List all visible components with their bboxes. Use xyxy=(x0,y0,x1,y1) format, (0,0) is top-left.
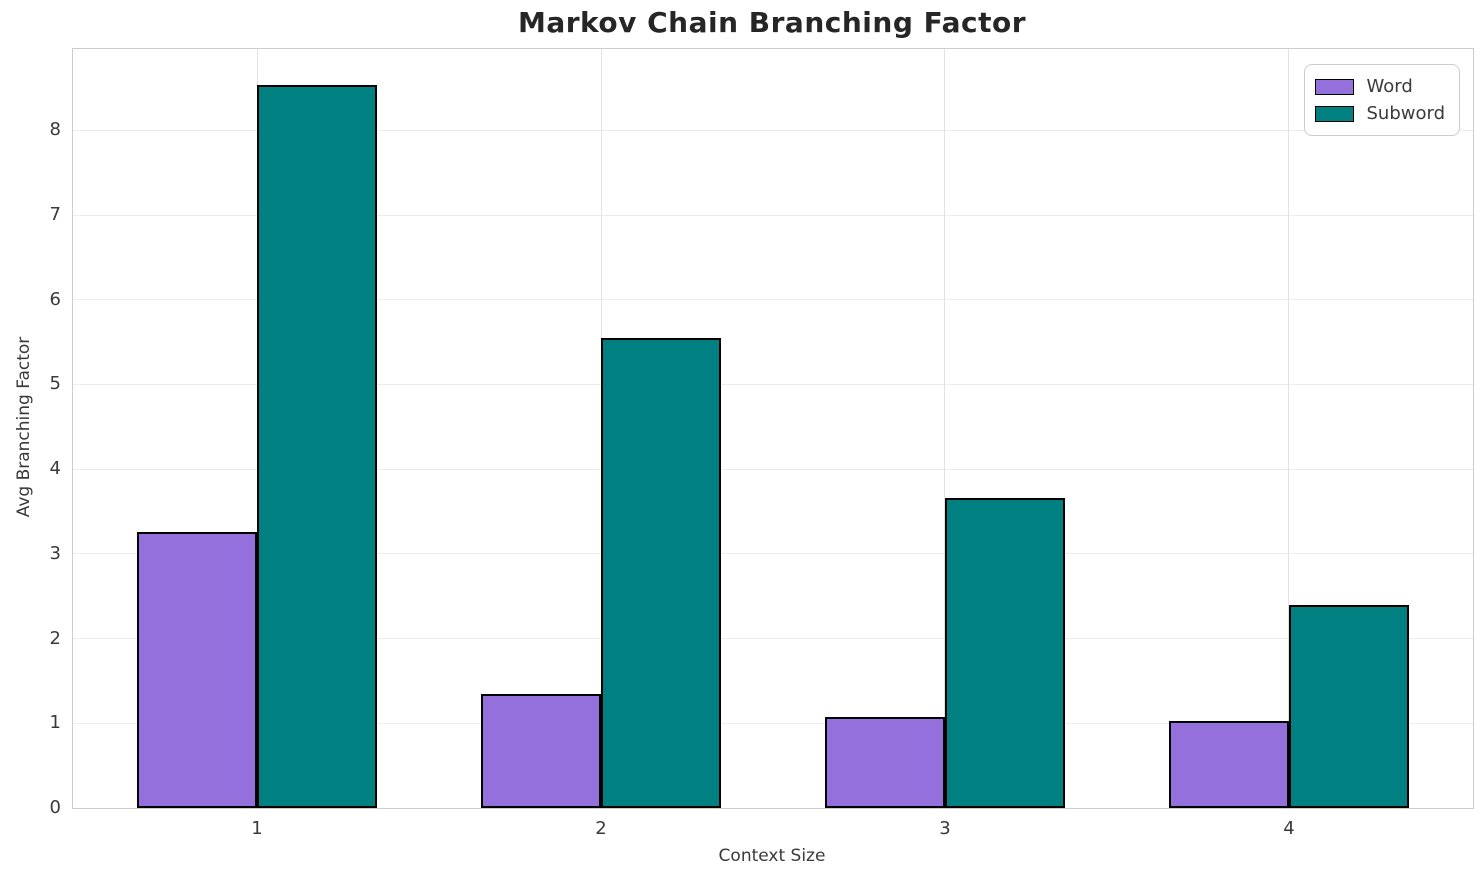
bar-word-4 xyxy=(1168,720,1289,808)
y-tick-label-0: 0 xyxy=(49,797,61,818)
x-axis-label: Context Size xyxy=(718,846,826,866)
y-tick-label-6: 6 xyxy=(49,288,61,310)
y-tick-label-4: 4 xyxy=(49,458,61,480)
legend-item-subword: Subword xyxy=(1315,100,1445,127)
legend-label-subword: Subword xyxy=(1366,103,1445,124)
bar-subword-3 xyxy=(944,497,1066,808)
plot-area: Word Subword 0 1 2 3 4 5 6 7 8 1 2 3 4 xyxy=(50,48,1474,839)
x-tick-label-2: 2 xyxy=(595,818,607,839)
y-axis-label: Avg Branching Factor xyxy=(14,336,34,518)
x-tick-label-3: 3 xyxy=(939,818,951,839)
bar-subword-1 xyxy=(257,85,378,808)
y-tick-label-7: 7 xyxy=(49,204,61,226)
y-tick-label-5: 5 xyxy=(49,373,61,395)
gridline-x-4 xyxy=(1288,49,1290,808)
gridline-y-7 xyxy=(73,214,1473,216)
legend-item-word: Word xyxy=(1315,73,1445,100)
legend-label-word: Word xyxy=(1366,76,1413,97)
bar-word-1 xyxy=(136,531,258,808)
bar-word-3 xyxy=(824,716,945,808)
bar-subword-4 xyxy=(1288,604,1410,808)
bar-word-2 xyxy=(480,693,601,808)
gridline-y-3 xyxy=(73,553,1473,555)
y-tick-label-3: 3 xyxy=(49,542,61,564)
y-tick-label-2: 2 xyxy=(49,627,61,649)
gridline-y-6 xyxy=(73,299,1473,301)
gridline-y-5 xyxy=(73,383,1473,385)
legend: Word Subword xyxy=(1304,64,1460,136)
gridline-y-4 xyxy=(73,468,1473,470)
x-tick-label-1: 1 xyxy=(251,818,263,839)
gridline-y-2 xyxy=(73,638,1473,640)
chart-title: Markov Chain Branching Factor xyxy=(517,6,1027,39)
legend-swatch-word-icon xyxy=(1315,78,1355,95)
x-tick-label-4: 4 xyxy=(1283,818,1295,839)
y-tick-label-1: 1 xyxy=(49,712,61,734)
gridline-y-8 xyxy=(73,129,1473,131)
gridline-x-3 xyxy=(944,49,946,808)
gridline-y-1 xyxy=(73,722,1473,724)
y-tick-label-8: 8 xyxy=(49,119,61,141)
bar-subword-2 xyxy=(601,337,722,808)
legend-swatch-subword-icon xyxy=(1315,105,1355,122)
